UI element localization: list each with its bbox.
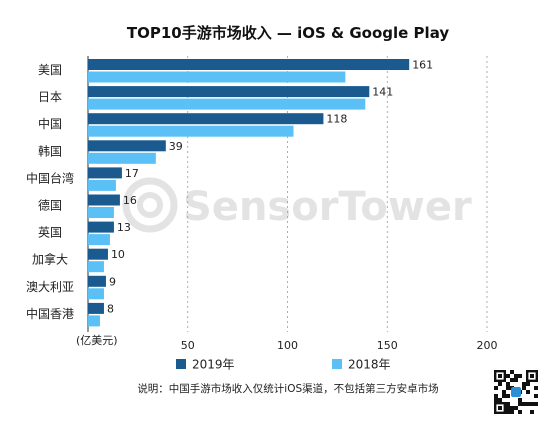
qr-module bbox=[494, 394, 498, 398]
bar-series2 bbox=[88, 98, 366, 110]
bar-series1 bbox=[88, 59, 410, 70]
qr-module bbox=[494, 386, 498, 390]
bar-series2 bbox=[88, 315, 100, 327]
category-label: 美国 bbox=[38, 63, 62, 77]
data-label: 10 bbox=[111, 248, 125, 261]
watermark: SensorTower bbox=[122, 177, 472, 233]
data-label: 9 bbox=[109, 275, 116, 288]
bar-series1 bbox=[88, 113, 324, 125]
bar-series1 bbox=[88, 140, 166, 152]
qr-module bbox=[510, 370, 514, 374]
x-tick-label: 200 bbox=[477, 339, 498, 352]
bar-series1 bbox=[88, 302, 104, 314]
qr-module bbox=[514, 374, 518, 378]
qr-module bbox=[514, 406, 518, 410]
bar-series2 bbox=[88, 207, 114, 218]
legend-swatch bbox=[176, 359, 186, 369]
qr-module bbox=[522, 382, 526, 386]
qr-module bbox=[506, 406, 510, 410]
qr-center-logo bbox=[511, 387, 521, 397]
bar-series1 bbox=[88, 275, 106, 287]
qr-module bbox=[518, 374, 522, 378]
qr-module bbox=[518, 402, 522, 406]
data-label: 17 bbox=[125, 167, 139, 180]
bar-series1 bbox=[88, 167, 122, 179]
data-label: 16 bbox=[123, 194, 137, 207]
category-label: 加拿大 bbox=[32, 252, 68, 267]
qr-module bbox=[506, 402, 510, 406]
x-tick-label: 100 bbox=[277, 339, 298, 352]
watermark-text: SensorTower bbox=[183, 184, 472, 230]
labels: 美国 161 日本 141 中国 118 韩国 39 中国台湾 17 德国 16 英国 13 加拿大 10 澳大… bbox=[26, 59, 433, 321]
qr-module bbox=[506, 394, 510, 398]
legend-label: 2019年 bbox=[192, 358, 235, 372]
sensor-tower-logo-icon bbox=[122, 177, 178, 233]
qr-module bbox=[518, 410, 522, 414]
qr-module bbox=[502, 390, 506, 394]
qr-module bbox=[498, 398, 502, 402]
data-label: 13 bbox=[117, 221, 131, 234]
legend: 2019年 2018年 bbox=[176, 358, 391, 372]
bar-series2 bbox=[88, 71, 346, 83]
qr-finder-center bbox=[498, 406, 502, 410]
category-label: 澳大利亚 bbox=[26, 280, 74, 294]
data-label: 118 bbox=[326, 113, 347, 126]
data-label: 161 bbox=[412, 59, 433, 72]
category-label: 日本 bbox=[38, 90, 62, 104]
qr-module bbox=[530, 402, 534, 406]
category-label: 韩国 bbox=[38, 143, 62, 158]
chart-title: TOP10手游市场收入 — iOS & Google Play bbox=[127, 24, 450, 42]
qr-module bbox=[506, 382, 510, 386]
qr-module bbox=[514, 378, 518, 382]
qr-module bbox=[510, 406, 514, 410]
qr-module bbox=[518, 398, 522, 402]
qr-module bbox=[494, 398, 498, 402]
x-tick-label: 150 bbox=[377, 339, 398, 352]
footnote: 说明：中国手游市场收入仅统计iOS渠道，不包括第三方安卓市场 bbox=[137, 382, 438, 395]
qr-module bbox=[522, 386, 526, 390]
category-label: 德国 bbox=[38, 198, 62, 213]
qr-module bbox=[506, 386, 510, 390]
legend-label: 2018年 bbox=[348, 358, 391, 372]
qr-module bbox=[526, 382, 530, 386]
qr-module bbox=[534, 394, 538, 398]
axis-unit-label: (亿美元) bbox=[76, 334, 118, 347]
bar-series2 bbox=[88, 152, 156, 164]
x-tick-label: 50 bbox=[181, 339, 195, 352]
data-label: 8 bbox=[107, 302, 114, 315]
qr-module bbox=[502, 394, 506, 398]
qr-module bbox=[510, 410, 514, 414]
category-label: 中国香港 bbox=[26, 306, 74, 321]
bar-series1 bbox=[88, 221, 114, 233]
bar-series2 bbox=[88, 288, 104, 300]
qr-module bbox=[526, 402, 530, 406]
qr-module bbox=[498, 382, 502, 386]
bar-series2 bbox=[88, 261, 104, 273]
qr-module bbox=[510, 378, 514, 382]
category-label: 中国台湾 bbox=[26, 170, 74, 185]
qr-module bbox=[506, 374, 510, 378]
qr-module bbox=[534, 386, 538, 390]
qr-module bbox=[534, 402, 538, 406]
bars bbox=[88, 59, 410, 327]
bar-series2 bbox=[88, 234, 110, 246]
category-label: 中国 bbox=[38, 116, 62, 131]
bar-series1 bbox=[88, 86, 370, 98]
qr-finder-center bbox=[498, 374, 502, 378]
qr-module bbox=[526, 390, 530, 394]
qr-finder-center bbox=[530, 374, 534, 378]
qr-module bbox=[506, 410, 510, 414]
qr-module bbox=[530, 410, 534, 414]
data-label: 39 bbox=[169, 140, 183, 153]
bar-series1 bbox=[88, 194, 120, 206]
legend-swatch bbox=[332, 359, 342, 369]
qr-code-icon bbox=[494, 370, 538, 414]
category-label: 英国 bbox=[38, 226, 62, 240]
bar-series2 bbox=[88, 125, 294, 137]
data-label: 141 bbox=[372, 86, 393, 99]
bar-series1 bbox=[88, 248, 108, 260]
qr-module bbox=[522, 402, 526, 406]
bar-series2 bbox=[88, 179, 116, 191]
